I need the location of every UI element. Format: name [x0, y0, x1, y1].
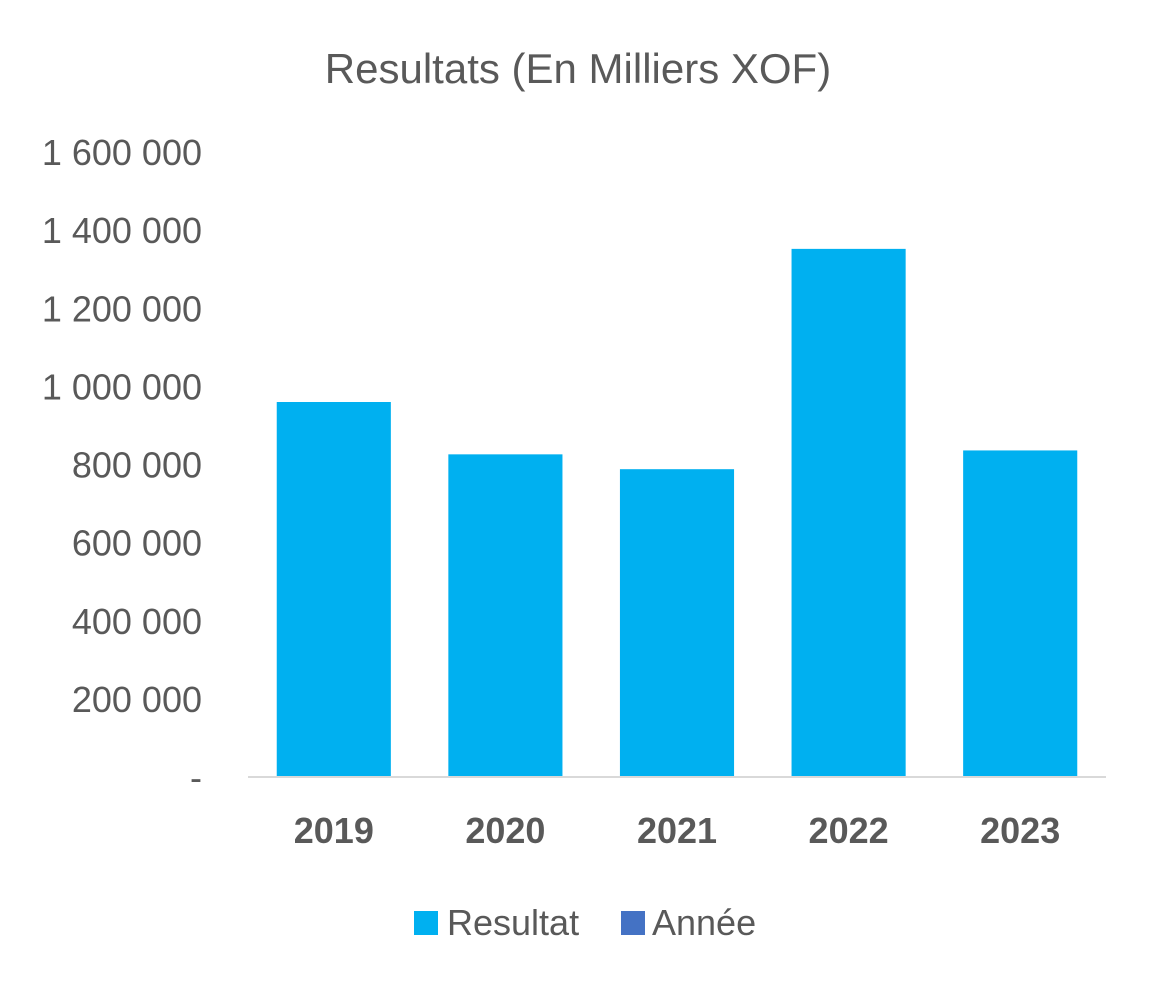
bar-2021: [619, 469, 735, 777]
y-tick-label: 400 000: [72, 601, 202, 642]
legend-swatch: [414, 911, 438, 935]
bar-2020: [448, 454, 563, 777]
y-tick-label: 1 400 000: [42, 210, 202, 251]
x-axis: 2019 2020 2021 2022 2023: [294, 810, 1060, 851]
chart-title: Resultats (En Milliers XOF): [325, 45, 831, 92]
y-tick-label: -: [190, 757, 202, 798]
y-tick-label: 600 000: [72, 523, 202, 564]
y-tick-label: 1 600 000: [42, 132, 202, 173]
legend: Resultat Année: [414, 902, 756, 943]
legend-swatch: [621, 911, 645, 935]
x-tick-label: 2023: [980, 810, 1060, 851]
bar-2022: [791, 248, 906, 777]
y-tick-label: 1 000 000: [42, 366, 202, 407]
y-axis: - 200 000 400 000 600 000 800 000 1 000 000 1 …: [42, 132, 202, 798]
bar-2019: [276, 402, 391, 777]
bar-2023: [963, 450, 1078, 777]
bars: [276, 248, 1078, 777]
x-tick-label: 2021: [637, 810, 717, 851]
y-tick-label: 200 000: [72, 679, 202, 720]
y-tick-label: 1 200 000: [42, 288, 202, 329]
y-tick-label: 800 000: [72, 445, 202, 486]
legend-label: Resultat: [447, 902, 579, 943]
x-tick-label: 2019: [294, 810, 374, 851]
x-tick-label: 2022: [809, 810, 889, 851]
x-tick-label: 2020: [465, 810, 545, 851]
legend-label: Année: [652, 902, 756, 943]
